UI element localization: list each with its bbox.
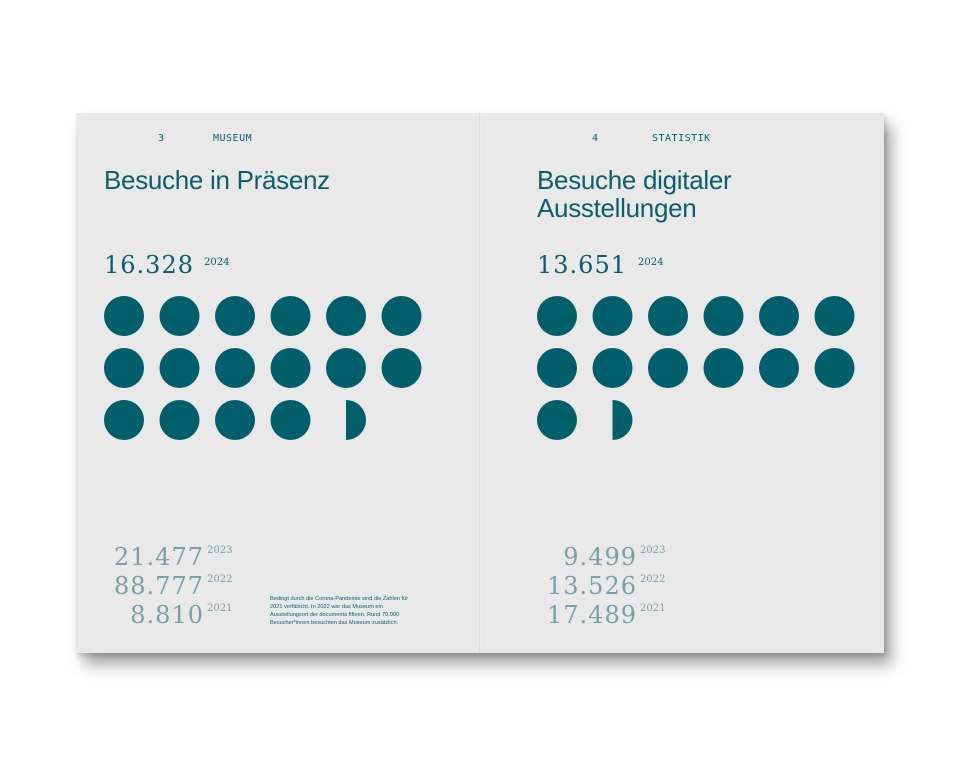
visit-dot [381, 296, 422, 336]
history-value: 13.526 [547, 572, 637, 600]
visit-dot [648, 296, 688, 336]
history-value: 17.489 [547, 601, 637, 629]
history-year: 2023 [640, 545, 666, 556]
page-number: 3 [158, 133, 165, 144]
history-row-2023: 21.477 2023 [104, 543, 244, 571]
right-page: 4 STATISTIK Besuche digitaler Ausstellun… [480, 113, 884, 653]
visit-dot [592, 296, 633, 336]
left-page: 3 MUSEUM Besuche in Präsenz 16.328 2024 … [76, 113, 480, 653]
history-row-2022: 88.777 2022 [104, 572, 244, 600]
partial-visit-dot [346, 400, 366, 440]
history-value: 9.499 [563, 543, 637, 571]
history-row-2021: 17.489 2021 [537, 601, 677, 629]
visit-dot [759, 296, 799, 336]
gutter [479, 113, 481, 653]
visit-dot [159, 296, 200, 336]
history-year: 2022 [640, 574, 666, 585]
visit-dot [326, 348, 366, 388]
visit-dot [814, 348, 855, 388]
history-value: 88.777 [114, 572, 204, 600]
current-visits-year: 2024 [638, 257, 664, 268]
history-value: 21.477 [114, 543, 204, 571]
visit-dot [814, 296, 855, 336]
visit-dot [537, 348, 577, 388]
visits-dot-chart [104, 296, 434, 446]
dot-chart-svg [104, 296, 422, 440]
history-row-2022: 13.526 2022 [537, 572, 677, 600]
section-label: STATISTIK [652, 133, 711, 144]
partial-visit-dot [612, 400, 633, 440]
visit-dot [759, 348, 799, 388]
footnote: Bedingt durch die Corona-Pandemie sind d… [270, 596, 409, 626]
section-label: MUSEUM [213, 133, 253, 144]
current-visits-value: 16.328 [104, 251, 194, 279]
visit-dot [159, 348, 200, 388]
visit-dot [270, 400, 311, 440]
page-title-line-2: Ausstellungen [537, 193, 697, 223]
current-visits-year: 2024 [204, 257, 230, 268]
visits-dot-chart [537, 296, 867, 446]
visit-dot [381, 348, 422, 388]
visit-dot [537, 296, 577, 336]
visit-dot [104, 296, 144, 336]
brochure-spread: 3 MUSEUM Besuche in Präsenz 16.328 2024 … [76, 113, 884, 653]
page-title: Besuche digitaler Ausstellungen [537, 165, 732, 223]
history-year: 2023 [207, 545, 233, 556]
history-year: 2021 [207, 603, 233, 614]
history-year: 2022 [207, 574, 233, 585]
page-title-line-1: Besuche digitaler [537, 165, 732, 195]
visit-dot [537, 400, 577, 440]
visit-dot [326, 296, 366, 336]
visit-dot [104, 400, 144, 440]
current-visits-value: 13.651 [537, 251, 627, 279]
visit-dot [648, 348, 688, 388]
visit-dot [270, 296, 311, 336]
history-value: 8.810 [130, 601, 204, 629]
visit-dot [159, 400, 200, 440]
visit-dot [270, 348, 311, 388]
visit-dot [592, 348, 633, 388]
visit-dot [703, 296, 744, 336]
page-title: Besuche in Präsenz [104, 165, 330, 195]
history-row-2021: 8.810 2021 [104, 601, 244, 629]
history-year: 2021 [640, 603, 666, 614]
page-number: 4 [592, 133, 599, 144]
history-row-2023: 9.499 2023 [537, 543, 677, 571]
visit-dot [215, 400, 255, 440]
visit-dot [703, 348, 744, 388]
dot-chart-svg [537, 296, 855, 440]
visit-dot [215, 296, 255, 336]
visit-dot [104, 348, 144, 388]
visit-dot [215, 348, 255, 388]
